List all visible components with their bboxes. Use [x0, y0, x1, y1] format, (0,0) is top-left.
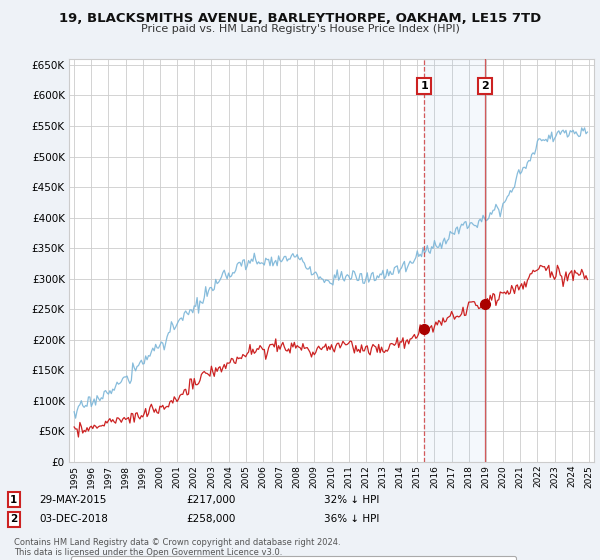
- Text: Contains HM Land Registry data © Crown copyright and database right 2024.
This d: Contains HM Land Registry data © Crown c…: [14, 538, 340, 557]
- Text: 2: 2: [481, 81, 488, 91]
- Bar: [424, 59, 485, 462]
- Text: Price paid vs. HM Land Registry's House Price Index (HPI): Price paid vs. HM Land Registry's House …: [140, 24, 460, 34]
- Text: £258,000: £258,000: [186, 514, 235, 524]
- Legend: 19, BLACKSMITHS AVENUE, BARLEYTHORPE, OAKHAM, LE15 7TD (detached house), HPI: Av: 19, BLACKSMITHS AVENUE, BARLEYTHORPE, OA…: [71, 556, 515, 560]
- Text: 36% ↓ HPI: 36% ↓ HPI: [324, 514, 379, 524]
- Text: 29-MAY-2015: 29-MAY-2015: [39, 494, 106, 505]
- Text: 19, BLACKSMITHS AVENUE, BARLEYTHORPE, OAKHAM, LE15 7TD: 19, BLACKSMITHS AVENUE, BARLEYTHORPE, OA…: [59, 12, 541, 25]
- Text: 1: 1: [421, 81, 428, 91]
- Text: 1: 1: [10, 494, 17, 505]
- Text: 32% ↓ HPI: 32% ↓ HPI: [324, 494, 379, 505]
- Text: 2: 2: [10, 514, 17, 524]
- Text: £217,000: £217,000: [186, 494, 235, 505]
- Text: 03-DEC-2018: 03-DEC-2018: [39, 514, 108, 524]
